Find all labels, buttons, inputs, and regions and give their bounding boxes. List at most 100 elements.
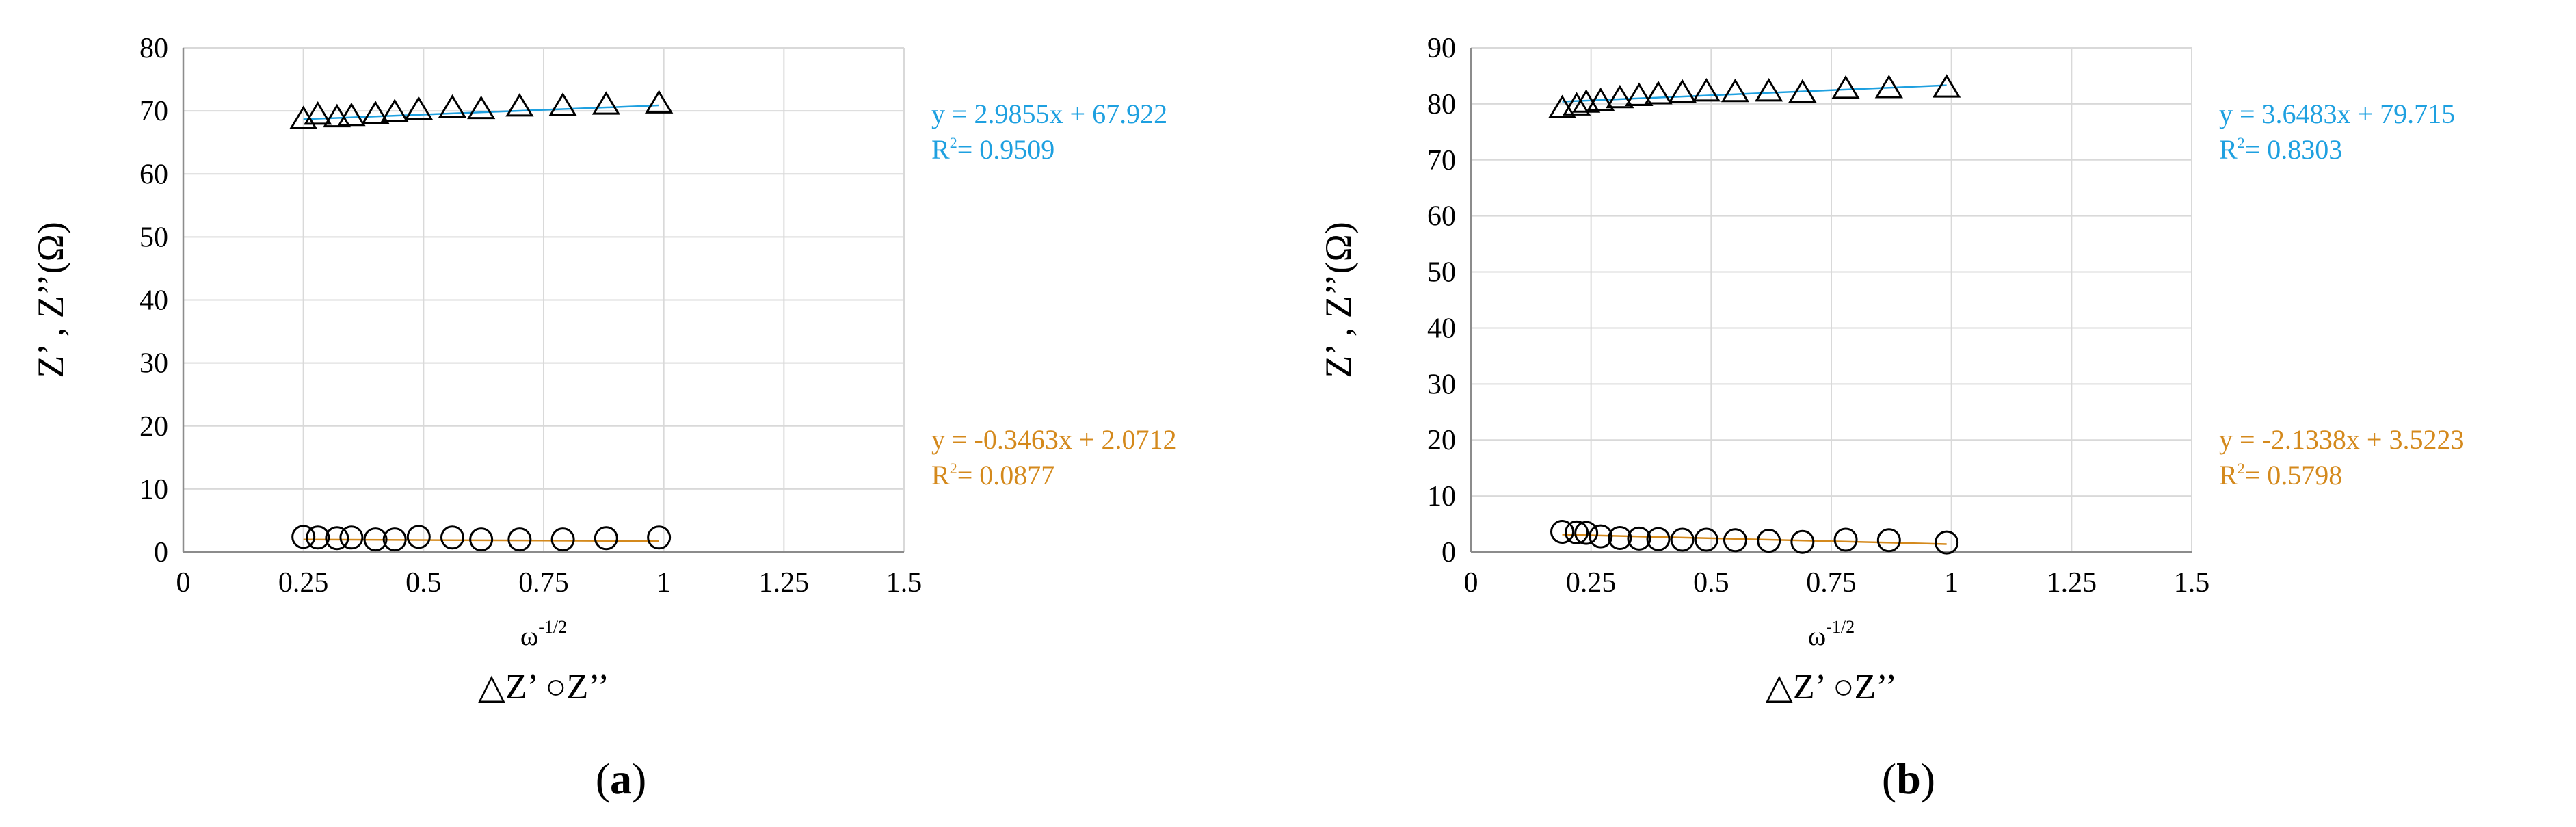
caption-paren-open: ( <box>1882 754 1896 803</box>
x-tick-label: 0 <box>176 567 191 599</box>
r-squared-superscript: 2 <box>2238 460 2245 477</box>
r-squared-label: R2= 0.5798 <box>2219 460 2342 490</box>
x-tick-label: 1.5 <box>2174 567 2210 599</box>
y-tick-label: 0 <box>154 537 168 568</box>
data-point-triangle <box>505 93 534 117</box>
r-squared-prefix: R <box>2219 460 2238 490</box>
r-squared-value: = 0.5798 <box>2245 460 2343 490</box>
x-tick-label: 1.5 <box>886 567 922 599</box>
data-point-triangle <box>1586 87 1615 111</box>
y-tick-label: 0 <box>1442 537 1456 568</box>
y-axis-label: Z’ , Z’’(Ω) <box>1318 222 1359 378</box>
x-axis-label-base: ω <box>1808 620 1826 651</box>
data-point-circle <box>1627 526 1651 551</box>
y-tick-label: 30 <box>1427 369 1456 400</box>
data-point-circle <box>1565 520 1589 544</box>
y-tick-label: 70 <box>1427 145 1456 176</box>
data-point-circle <box>325 526 349 551</box>
data-point-circle <box>647 525 672 550</box>
caption-letter: a <box>610 754 632 803</box>
data-point-triangle <box>361 101 390 124</box>
data-point-circle <box>440 525 464 550</box>
y-tick-label: 10 <box>140 474 168 506</box>
x-tick-label: 1.25 <box>759 567 810 599</box>
caption-paren-close: ) <box>1921 754 1935 803</box>
data-point-circle <box>1876 528 1901 553</box>
data-point-triangle <box>467 95 496 120</box>
trendline-z-real <box>303 104 659 120</box>
data-point-triangle <box>1721 78 1750 103</box>
x-tick-label: 1 <box>656 567 671 599</box>
y-tick-label: 90 <box>1427 33 1456 64</box>
data-point-triangle <box>1692 77 1721 102</box>
grid <box>183 47 905 552</box>
data-point-circle <box>1670 527 1695 552</box>
legend-text: △Z’ ○Z’’ <box>1766 668 1897 707</box>
y-tick-label: 80 <box>140 33 168 64</box>
data-point-circle <box>339 525 364 550</box>
data-point-triangle <box>1606 84 1634 109</box>
data-point-circle <box>507 527 532 552</box>
r-squared-superscript: 2 <box>950 460 957 477</box>
x-axis-label-base: ω <box>520 620 538 651</box>
x-tick-label: 0.75 <box>1806 567 1857 599</box>
data-point-circle <box>1608 526 1632 551</box>
data-point-circle <box>1574 521 1599 545</box>
data-point-triangle <box>380 99 409 122</box>
x-axis-label: ω-1/2 <box>520 617 567 651</box>
r-squared-superscript: 2 <box>950 134 957 151</box>
data-point-triangle <box>438 94 467 118</box>
data-point-triangle <box>1788 79 1817 103</box>
x-tick-label: 0 <box>1464 567 1478 599</box>
trendline-equation: y = -2.1338x + 3.5223 <box>2219 424 2464 455</box>
y-tick-label: 20 <box>1427 425 1456 456</box>
r-squared-prefix: R <box>931 134 950 165</box>
r-squared-prefix: R <box>2219 134 2238 165</box>
chart-panel-b: 0 10 20 30 40 50 60 70 80 90 0 0.25 0.5 0.75 1 1.25 1.5 Z… <box>1288 0 2575 827</box>
y-tick-label: 50 <box>1427 257 1456 289</box>
y-tick-label: 40 <box>1427 313 1456 344</box>
x-axis-label: ω-1/2 <box>1808 617 1855 651</box>
data-point-circle <box>363 527 388 552</box>
data-point-circle <box>1723 528 1747 553</box>
y-tick-label: 20 <box>140 411 168 443</box>
y-axis-label: Z’ , Z’’(Ω) <box>30 222 71 378</box>
y-tick-label: 50 <box>140 222 168 253</box>
r-squared-value: = 0.8303 <box>2245 134 2343 165</box>
r-squared-prefix: R <box>931 460 950 490</box>
data-point-circle <box>1550 520 1575 544</box>
x-tick-label: 0.5 <box>1693 567 1729 599</box>
data-point-triangle <box>1644 81 1673 105</box>
y-tick-label: 10 <box>1427 481 1456 512</box>
data-point-circle <box>382 527 407 552</box>
panel-caption: (b) <box>1882 754 1935 803</box>
chart-panel-a: 0 10 20 30 40 50 60 70 80 0 0.25 0.5 0.75 1 1.25 1.5 Z’ … <box>30 33 1176 803</box>
caption-letter: b <box>1896 754 1921 803</box>
grid <box>1471 47 2192 552</box>
data-point-triangle <box>404 96 433 120</box>
y-tick-label: 80 <box>1427 89 1456 120</box>
data-point-circle <box>1646 527 1671 551</box>
data-point-triangle <box>644 90 674 114</box>
data-point-circle <box>1935 530 1959 555</box>
data-point-circle <box>1757 529 1781 553</box>
data-point-triangle <box>1755 77 1783 102</box>
x-tick-label: 1 <box>1944 567 1958 599</box>
trendline-z-imag <box>303 538 659 542</box>
panel-caption: (a) <box>596 754 647 803</box>
caption-paren-open: ( <box>596 754 610 803</box>
data-point-circle <box>406 525 431 549</box>
data-point-triangle <box>304 101 332 125</box>
caption-paren-close: ) <box>632 754 646 803</box>
data-point-triangle <box>337 102 366 127</box>
data-point-circle <box>291 525 316 549</box>
data-point-triangle <box>592 91 620 115</box>
data-point-triangle <box>1668 79 1697 103</box>
data-point-triangle <box>1831 75 1860 99</box>
data-point-circle <box>594 526 618 551</box>
x-tick-label: 0.25 <box>278 567 329 599</box>
x-axis-label-superscript: -1/2 <box>538 617 567 637</box>
y-tick-label: 30 <box>140 348 168 380</box>
x-tick-label: 0.25 <box>1566 567 1617 599</box>
y-tick-label: 70 <box>140 96 168 127</box>
